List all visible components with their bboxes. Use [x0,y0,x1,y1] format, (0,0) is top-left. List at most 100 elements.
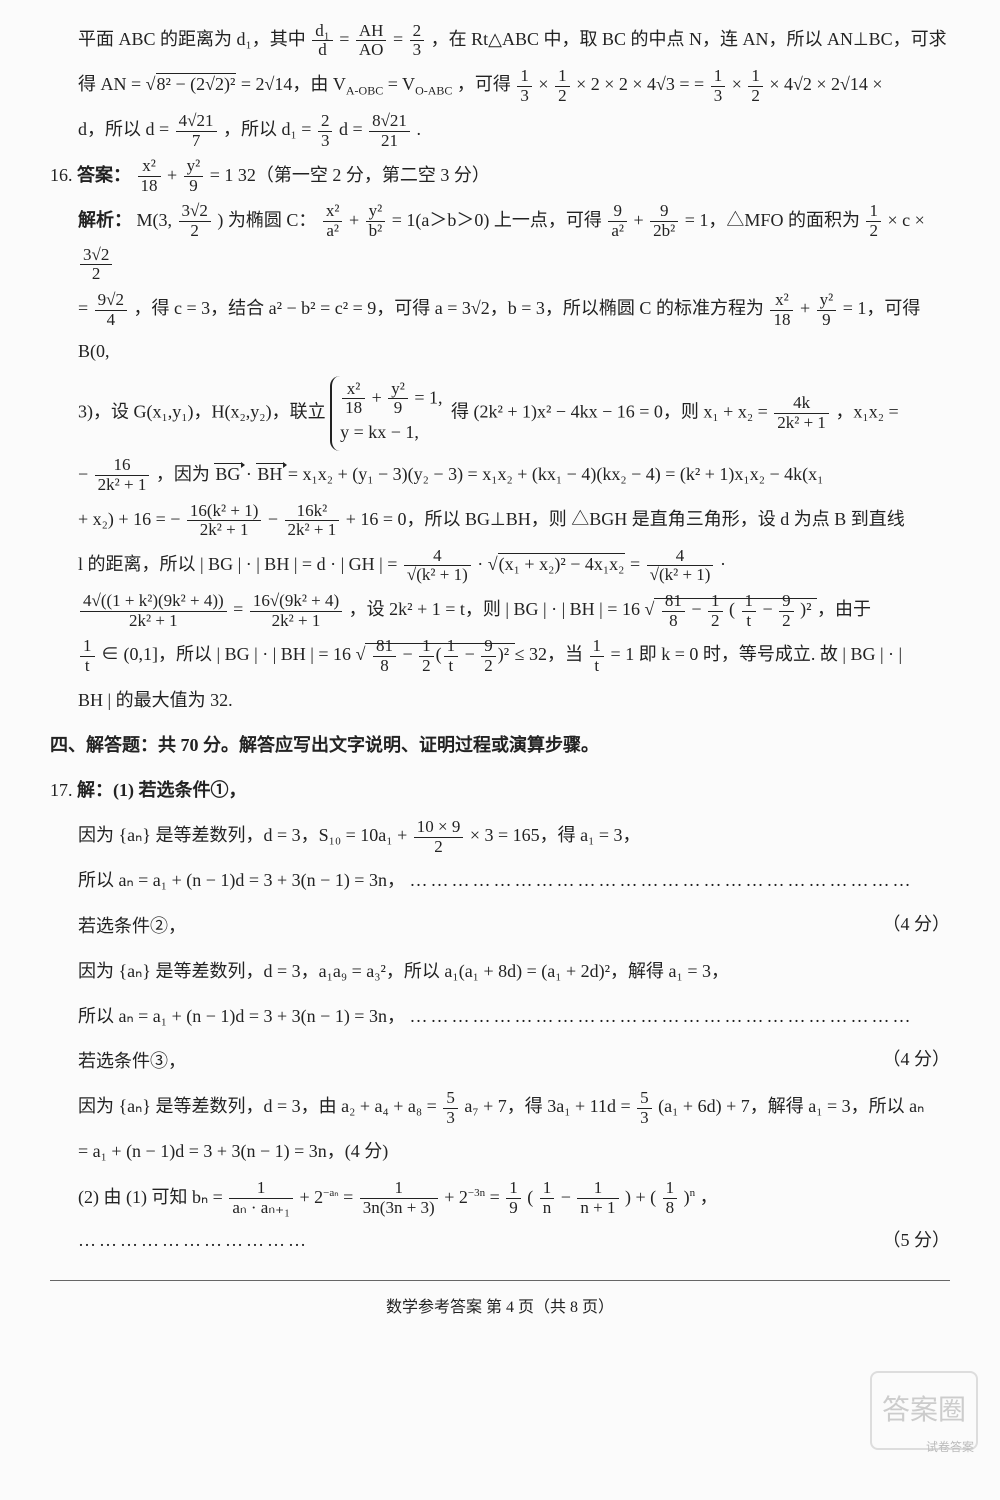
f: x²18 [138,157,161,195]
q16-answer: 16. 答案： x²18 + y²9 = 1 32（第一空 2 分，第二空 3 … [50,154,950,197]
f: 162k² + 1 [95,456,150,494]
f: 13 [517,67,532,105]
t: = x₁x₂ + (y₁ − 3)(y₂ − 3) = x₁x₂ + (kx₁ … [288,464,824,484]
score-5: （5 分） [883,1219,951,1262]
t: d，所以 d = [78,119,174,139]
q16-l3: 3)，设 G(x₁,y₁)，H(x₂,y₂)，联立 x²18 + y²9 = 1… [50,376,950,451]
f: 1t [80,637,95,675]
t: ，在 Rt△ABC 中，取 BC 的中点 N，连 AN，所以 AN⊥BC，可求 [431,29,947,49]
f: 16√(9k² + 4)2k² + 1 [250,592,342,630]
t: × 4√2 × 2√14 × [769,74,882,94]
f: 12 [866,202,881,240]
q17-l7: 因为 {aₙ} 是等差数列，d = 3，由 a₂ + a₄ + a₈ = 53 … [50,1085,950,1128]
t: ，因为 [156,464,215,484]
f: 16(k² + 1)2k² + 1 [187,502,262,540]
f: 1t [590,637,605,675]
t: ，所以 d₁ = [223,119,316,139]
sqrt: 8² − (2√2)² [156,73,237,94]
f: 9a² [608,202,627,240]
f: 12 [555,67,570,105]
t: + 2 [300,1187,324,1207]
q17-l2: 所以 aₙ = a₁ + (n − 1)d = 3 + 3(n − 1) = 3… [50,859,950,902]
t: 所以 aₙ = a₁ + (n − 1)d = 3 + 3(n − 1) = 3… [78,1006,405,1026]
t: = V [388,74,415,94]
dots: …………………………… [78,1230,309,1250]
f: y²9 [817,291,837,329]
t: ∈ (0,1]，所以 | BG | · | BH | = 16 [101,644,356,664]
frac-ahao: AHAO [356,22,387,60]
q17-l8: = a₁ + (n − 1)d = 3 + 3(n − 1) = 3n，(4 分… [50,1130,950,1173]
t: + [800,298,815,318]
t: ≤ 32，当 [515,644,588,664]
t: = [233,599,248,619]
score-4: （4 分） [883,903,951,946]
f: 16k²2k² + 1 [285,502,340,540]
t: − [561,1187,576,1207]
t: 因为 {aₙ} 是等差数列，d = 3，S₁₀ = 10a₁ + [78,825,412,845]
t: ，由于 [817,599,871,619]
f: 19 [506,1179,521,1217]
t: ，设 2k² + 1 = t，则 | BG | · | BH | = 16 [349,599,645,619]
q17-num: 17. [50,780,73,800]
t: = [339,29,354,49]
t: = 2√14，由 V [241,74,346,94]
equation-system: x²18 + y²9 = 1, y = kx − 1, [330,376,446,451]
q16-l5: + x₂) + 16 = − 16(k² + 1)2k² + 1 − 16k²2… [50,498,950,541]
f: 8√2121 [369,112,410,150]
t: 得 (2k² + 1)x² − 4kx − 16 = 0，则 x₁ + x₂ = [451,401,772,421]
f: 12 [748,67,763,105]
score-4: （4 分） [883,1038,951,1081]
t: 解：(1) 若选条件①， [77,780,247,800]
frac-23: 23 [410,22,425,60]
t: ) 为椭圆 C： [217,210,316,230]
t: ，x₁x₂ = [835,401,898,421]
q16-l8: 1t ∈ (0,1]，所以 | BG | · | BH | = 16 √ 818… [50,633,950,676]
vector-bh: BH [256,463,283,484]
f: 3√22 [80,246,112,284]
t: + [634,210,649,230]
q16-l6: l 的距离，所以 | BG | · | BH | = d · | GH | = … [50,543,950,586]
f: 3√22 [179,202,211,240]
t: · [246,464,257,484]
corner-logo-sub: 试卷答案 [926,1433,974,1462]
q16-l4: − 162k² + 1 ，因为 BG · BH = x₁x₂ + (y₁ − 3… [50,453,950,496]
t: a₇ + 7，得 3a₁ + 11d = [464,1096,635,1116]
f: 53 [637,1089,652,1127]
f: 92b² [650,202,678,240]
t: = [630,554,645,574]
t: = 1，△MFO 的面积为 [685,210,865,230]
f: 4√(k² + 1) [647,547,714,585]
t: × [538,74,553,94]
f: 1n + 1 [577,1179,618,1217]
f: x²18 [770,291,793,329]
q17-l3: 若选条件②， [50,905,950,948]
t: + [167,165,182,185]
sqrt-compound-2: 818 − 12(1t − 92)² [365,643,514,664]
t: = [343,1187,358,1207]
t: = 1 32（第一空 2 分，第二空 3 分） [210,165,490,185]
sup: n [690,1187,696,1199]
q15-line1: 平面 ABC 的距离为 d₁，其中 d₁d = AHAO = 23 ，在 Rt△… [50,18,950,61]
t: l 的距离，所以 | BG | · | BH | = d · | GH | = [78,554,402,574]
t: + 2 [444,1187,468,1207]
q16-l1: 解析： M(3, 3√22 ) 为椭圆 C： x²a² + y²b² = 1(a… [50,199,950,285]
t: = [490,1187,505,1207]
f: 4√((1 + k²)(9k² + 4))2k² + 1 [80,592,227,630]
t: + [349,210,364,230]
q16-l7: 4√((1 + k²)(9k² + 4))2k² + 1 = 16√(9k² +… [50,588,950,631]
sup: −aₙ [323,1187,338,1199]
q17-l5: 所以 aₙ = a₁ + (n − 1)d = 3 + 3(n − 1) = 3… [50,995,950,1038]
sup: −3n [468,1187,485,1199]
f: 13n(3n + 3) [360,1179,438,1217]
t: × [732,74,747,94]
f: 23 [318,112,333,150]
t: = 1 即 k = 0 时，等号成立. 故 | BG | · | [611,644,903,664]
t: = [393,29,408,49]
f: 13 [711,67,726,105]
f: 10 × 92 [414,818,464,856]
t: 3)，设 G(x₁,y₁)，H(x₂,y₂)，联立 [78,401,330,421]
t: 所以 aₙ = a₁ + (n − 1)d = 3 + 3(n − 1) = 3… [78,870,405,890]
t: × c × [887,210,924,230]
q15-line2: 得 AN = √8² − (2√2)² = 2√14，由 VA-OBC = VO… [50,63,950,106]
t: · [720,554,726,574]
